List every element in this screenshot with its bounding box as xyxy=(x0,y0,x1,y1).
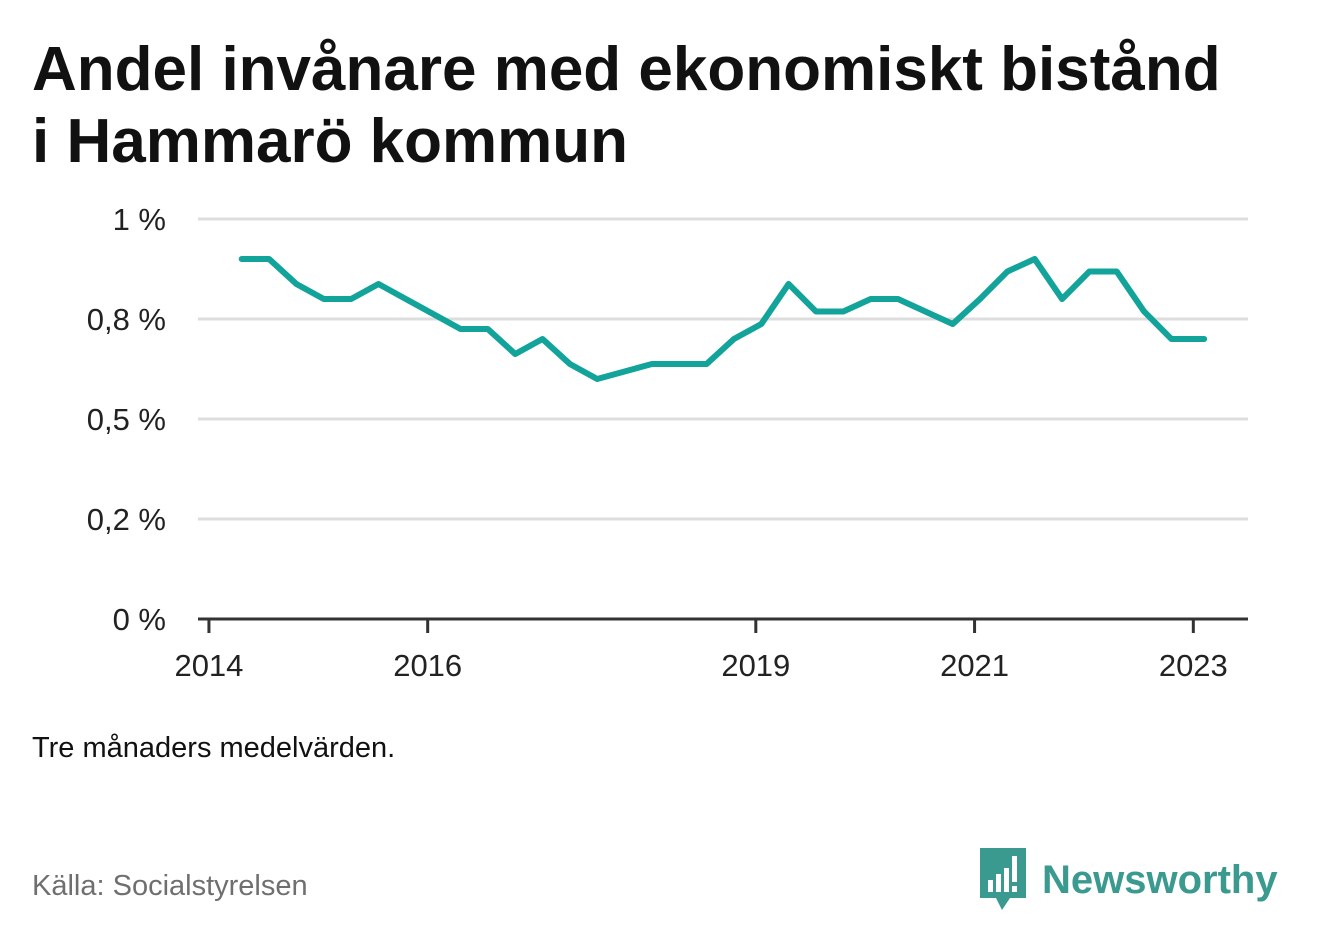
x-axis-ticks: 2014 2016 2019 2021 2023 xyxy=(174,619,1228,683)
x-tick-label: 2016 xyxy=(393,648,462,683)
gridlines xyxy=(198,217,1248,521)
y-tick-label: 0,8 % xyxy=(87,302,166,337)
x-tick-label: 2021 xyxy=(940,648,1009,683)
series-line xyxy=(238,256,1208,382)
x-tick-label: 2019 xyxy=(721,648,790,683)
chart-title: Andel invånare med ekonomiskt bistånd i … xyxy=(32,35,1221,176)
y-tick-label: 0 % xyxy=(113,602,166,637)
y-axis-tick-labels: 0 % 0,2 % 0,5 % 0,8 % 1 % xyxy=(87,202,166,637)
x-tick-label: 2014 xyxy=(174,648,243,683)
x-tick-label: 2023 xyxy=(1159,648,1228,683)
source-credit: Källa: Socialstyrelsen xyxy=(32,870,308,902)
chart-note: Tre månaders medelvärden. xyxy=(32,732,396,764)
brand-name: Newsworthy xyxy=(1042,857,1278,902)
y-tick-label: 0,2 % xyxy=(87,502,166,537)
brand-logo: Newsworthy xyxy=(980,848,1278,912)
y-tick-label: 1 % xyxy=(113,202,166,237)
series-points xyxy=(241,258,1205,380)
line-chart: 0 %0,2 %0,5 %0,8 %1 % 2014 2016 2019 2021 20… xyxy=(87,202,1248,683)
y-tick-label: 0,5 % xyxy=(87,402,166,437)
newsworthy-logo-icon xyxy=(980,848,1026,910)
